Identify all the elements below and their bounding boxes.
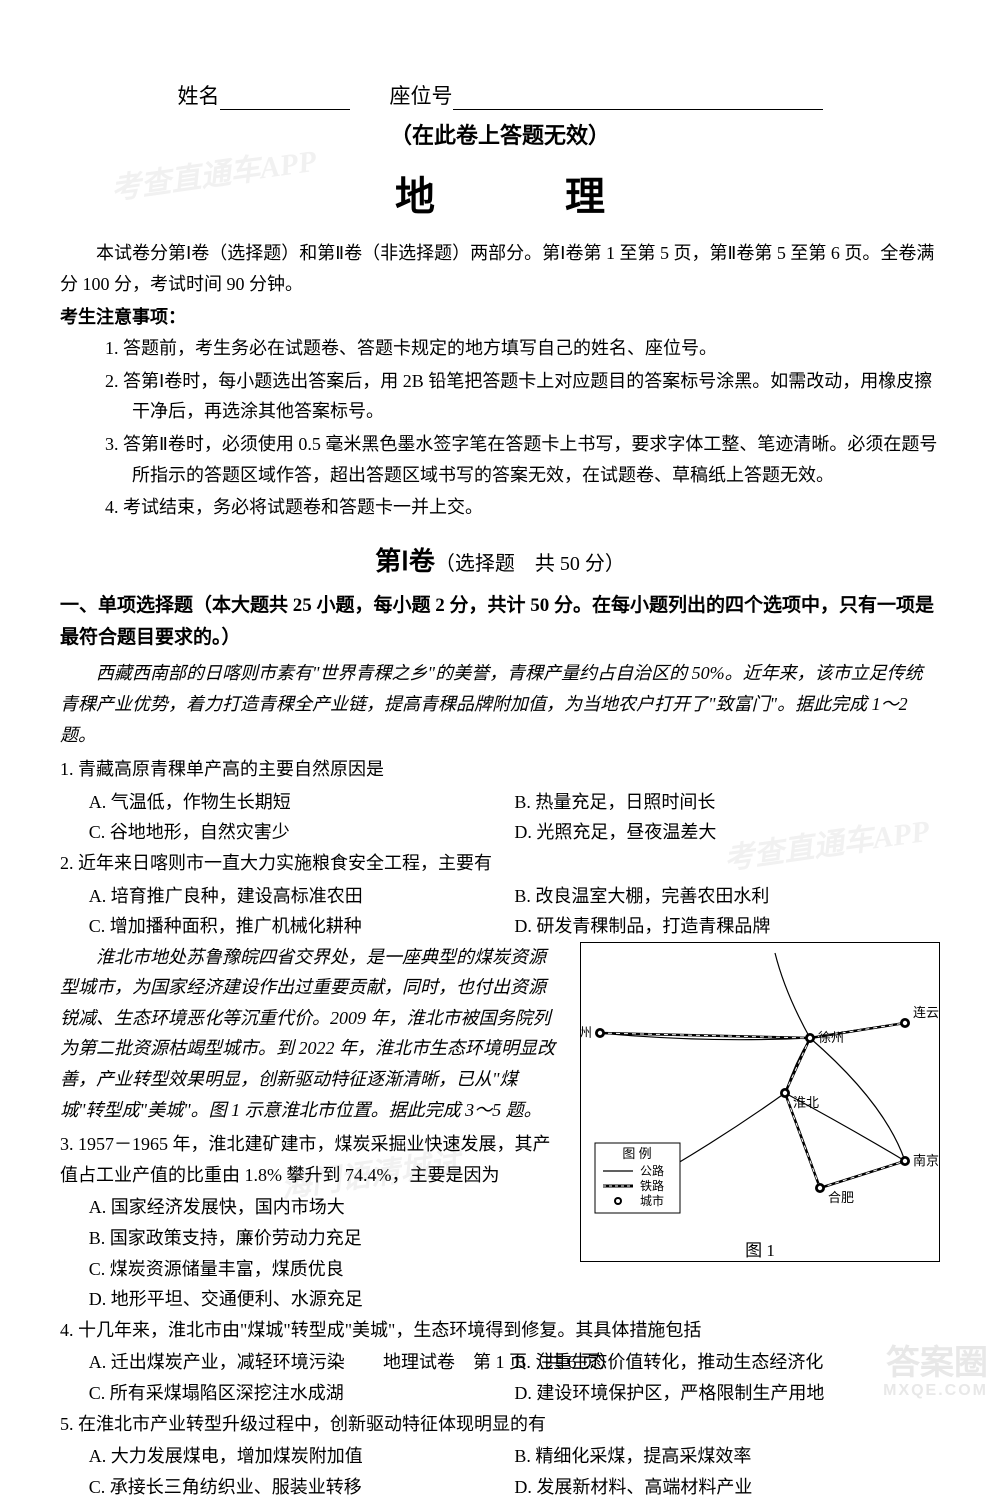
q5-stem: 5. 在淮北市产业转型升级过程中，创新驱动特征体现明显的有 (60, 1409, 940, 1440)
q1-options: A. 气温低，作物生长期短 B. 热量充足，日照时间长 C. 谷地地形，自然灾害… (60, 787, 940, 848)
q2-options: A. 培育推广良种，建设高标准农田 B. 改良温室大棚，完善农田水利 C. 增加… (60, 881, 940, 942)
figure-1: 郑州 徐州 连云港淮北合肥 南京 图 例 公路 铁路 城市 图 1 (580, 942, 940, 1262)
page-footer: 地理试卷 第 1 页（共 6 页） (0, 1348, 1000, 1374)
q5-options: A. 大力发展煤电，增加煤炭附加值 B. 精细化采煤，提高采煤效率 C. 承接长… (60, 1441, 940, 1502)
notice-item: 1. 答题前，考生务必在试题卷、答题卡规定的地方填写自己的姓名、座位号。 (105, 333, 940, 364)
watermark-corner: 答案圈 MXQE.COM (883, 1345, 988, 1400)
section-label-big: 第Ⅰ卷 (375, 547, 435, 576)
svg-text:铁路: 铁路 (640, 1178, 664, 1193)
seat-blank[interactable] (453, 89, 823, 110)
svg-text:合肥: 合肥 (828, 1190, 854, 1205)
intro-text: 本试卷分第Ⅰ卷（选择题）和第Ⅱ卷（非选择题）两部分。第Ⅰ卷第 1 至第 5 页，… (60, 238, 940, 299)
q1-opt-c[interactable]: C. 谷地地形，自然灾害少 (89, 817, 515, 848)
q2-opt-b[interactable]: B. 改良温室大棚，完善农田水利 (514, 881, 940, 912)
q3-opt-d[interactable]: D. 地形平坦、交通便利、水源充足 (89, 1284, 560, 1315)
q4-opt-d[interactable]: D. 建设环境保护区，严格限制生产用地 (514, 1378, 940, 1409)
passage-1: 西藏西南部的日喀则市素有"世界青稞之乡"的美誉，青稞产量约占自治区的 50%。近… (60, 658, 940, 750)
q3-opt-b[interactable]: B. 国家政策支持，廉价劳动力充足 (89, 1223, 560, 1254)
svg-text:淮北: 淮北 (793, 1095, 819, 1110)
header-row: 姓名 座位号 (60, 80, 940, 110)
svg-text:公路: 公路 (640, 1163, 664, 1178)
q2-opt-c[interactable]: C. 增加播种面积，推广机械化耕种 (89, 911, 515, 942)
seat-label: 座位号 (390, 80, 823, 110)
q3-options: A. 国家经济发展快，国内市场大 B. 国家政策支持，廉价劳动力充足 C. 煤炭… (60, 1192, 560, 1314)
notice-list: 1. 答题前，考生务必在试题卷、答题卡规定的地方填写自己的姓名、座位号。 2. … (60, 333, 940, 523)
legend: 图 例 公路 铁路 城市 (595, 1143, 680, 1213)
part-instruction: 一、单项选择题（本大题共 25 小题，每小题 2 分，共计 50 分。在每小题列… (60, 590, 940, 655)
svg-text:城市: 城市 (640, 1193, 664, 1208)
q5-opt-d[interactable]: D. 发展新材料、高端材料产业 (514, 1472, 940, 1502)
svg-text:徐州: 徐州 (818, 1030, 844, 1045)
q1-opt-a[interactable]: A. 气温低，作物生长期短 (89, 787, 515, 818)
q2-opt-a[interactable]: A. 培育推广良种，建设高标准农田 (89, 881, 515, 912)
q1-opt-b[interactable]: B. 热量充足，日照时间长 (514, 787, 940, 818)
name-label: 姓名 (178, 80, 350, 110)
q1-opt-d[interactable]: D. 光照充足，昼夜温差大 (514, 817, 940, 848)
q4-stem: 4. 十几年来，淮北市由"煤城"转型成"美城"，生态环境得到修复。其具体措施包括 (60, 1315, 940, 1346)
q3-opt-a[interactable]: A. 国家经济发展快，国内市场大 (89, 1192, 560, 1223)
legend-title: 图 例 (622, 1146, 651, 1161)
q5-opt-b[interactable]: B. 精细化采煤，提高采煤效率 (514, 1441, 940, 1472)
q2-stem: 2. 近年来日喀则市一直大力实施粮食安全工程，主要有 (60, 848, 940, 879)
map-svg: 郑州 徐州 连云港淮北合肥 南京 图 例 公路 铁路 城市 (581, 943, 939, 1233)
q3-stem: 3. 1957－1965 年，淮北建矿建市，煤炭采掘业快速发展，其产值占工业产值… (60, 1129, 560, 1190)
q4-opt-c[interactable]: C. 所有采煤塌陷区深挖注水成湖 (89, 1378, 515, 1409)
q3-opt-c[interactable]: C. 煤炭资源储量丰富，煤质优良 (89, 1254, 560, 1285)
q5-opt-c[interactable]: C. 承接长三角纺织业、服装业转移 (89, 1472, 515, 1502)
q2-opt-d[interactable]: D. 研发青稞制品，打造青稞品牌 (514, 911, 940, 942)
svg-text:南京: 南京 (913, 1153, 939, 1168)
q5-opt-a[interactable]: A. 大力发展煤电，增加煤炭附加值 (89, 1441, 515, 1472)
notice-item: 2. 答第Ⅰ卷时，每小题选出答案后，用 2B 铅笔把答题卡上对应题目的答案标号涂… (105, 366, 940, 427)
name-blank[interactable] (220, 89, 350, 110)
q1-stem: 1. 青藏高原青稞单产高的主要自然原因是 (60, 754, 940, 785)
passage-2: 淮北市地处苏鲁豫皖四省交界处，是一座典型的煤炭资源型城市，为国家经济建设作出过重… (60, 942, 560, 1126)
svg-text:郑州: 郑州 (581, 1025, 592, 1040)
passage-2-wrap: 郑州 徐州 连云港淮北合肥 南京 图 例 公路 铁路 城市 图 1 淮北市地处苏鲁豫皖… (60, 942, 940, 1315)
section-header: 第Ⅰ卷（选择题 共 50 分） (60, 541, 940, 578)
notice-item: 3. 答第Ⅱ卷时，必须使用 0.5 毫米黑色墨水签字笔在答题卡上书写，要求字体工… (105, 429, 940, 490)
figure-caption: 图 1 (581, 1233, 939, 1261)
svg-text:连云港: 连云港 (913, 1005, 939, 1020)
notice-item: 4. 考试结束，务必将试题卷和答题卡一并上交。 (105, 492, 940, 523)
section-label-small: （选择题 共 50 分） (435, 553, 625, 575)
page-title: 地 理 (60, 164, 940, 222)
notice-title: 考生注意事项： (60, 303, 940, 329)
subtitle: （在此卷上答题无效） (60, 118, 940, 150)
